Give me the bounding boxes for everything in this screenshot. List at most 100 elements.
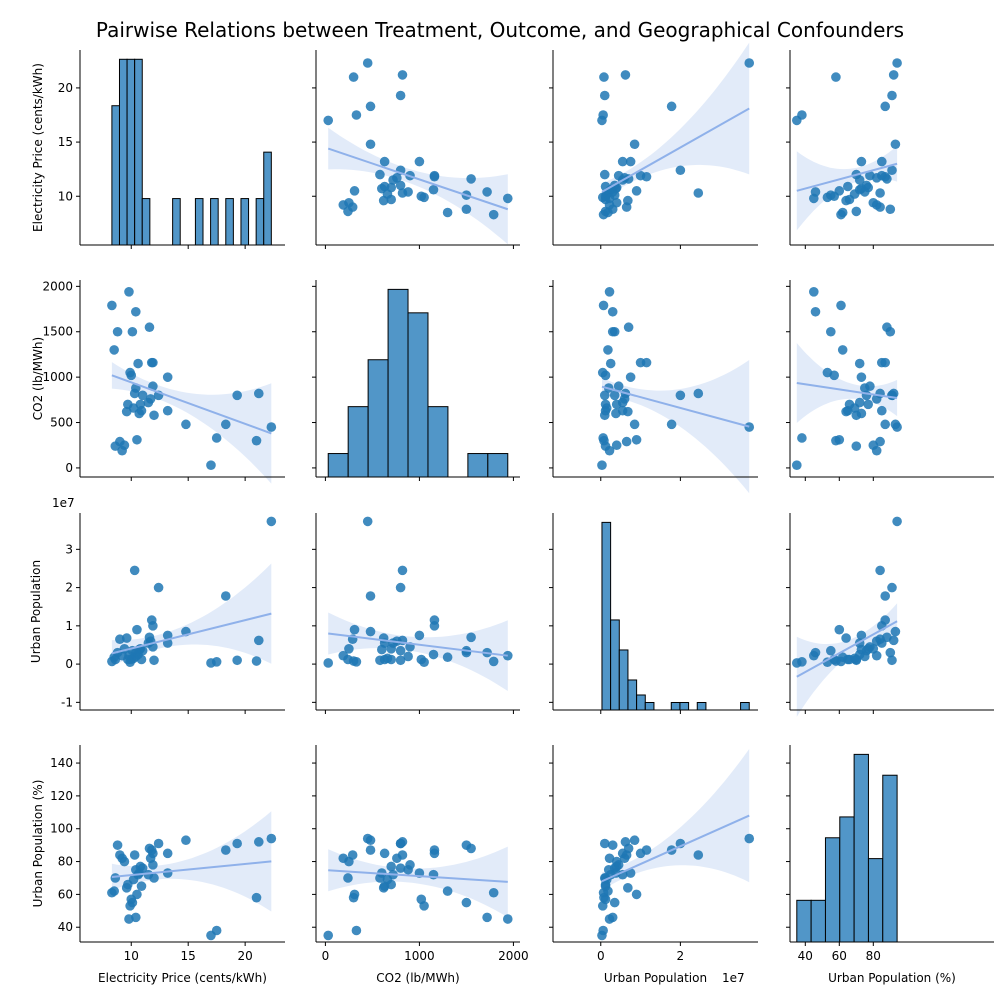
- scatter-point-urban_pct-co2-6: [792, 460, 802, 470]
- scatter-point-urban_pct-urban-7: [890, 626, 901, 637]
- hist-bar-urban-2: [618, 649, 629, 711]
- scatter-point-co2-urban_pct-35: [338, 853, 349, 864]
- hist-bar-urban-3: [627, 679, 638, 711]
- panel-r1-c2: [549, 280, 758, 494]
- scatter-point-urban-co2-38: [600, 441, 611, 451]
- confidence-band-price-urban_pct: [111, 811, 272, 912]
- scatter-point-urban-urban_pct-31: [604, 914, 615, 924]
- x-tick-label: 2: [677, 949, 685, 963]
- hist-bar-price-1: [118, 58, 128, 246]
- scatter-point-urban_pct-price-2: [831, 72, 841, 82]
- scatter-point-co2-urban_pct-38: [343, 873, 353, 883]
- scatter-point-co2-urban-13: [429, 615, 440, 625]
- scatter-point-co2-urban-8: [414, 630, 425, 641]
- scatter-point-co2-urban_pct-40: [488, 887, 499, 898]
- hist-bar-co2-1: [347, 406, 369, 478]
- scatter-point-co2-urban_pct-28: [461, 897, 472, 908]
- scatter-point-urban_pct-co2-39: [837, 345, 848, 355]
- scatter-point-urban-price-26: [693, 188, 704, 198]
- scatter-point-co2-price-31: [502, 193, 513, 204]
- scatter-point-price-urban_pct-1: [254, 837, 264, 847]
- confidence-band-price-co2: [111, 362, 272, 484]
- scatter-point-urban_pct-price-40: [836, 209, 846, 220]
- scatter-point-urban-price-2: [599, 72, 609, 82]
- confidence-band-urban-co2: [602, 360, 750, 494]
- y-tick: 120: [50, 789, 80, 803]
- scatter-point-co2-urban-32: [386, 654, 397, 665]
- scatter-point-co2-urban_pct-4: [365, 845, 376, 855]
- x-tick: 10: [124, 942, 139, 963]
- scatter-point-urban_pct-co2-21: [856, 408, 867, 419]
- scatter-point-urban_pct-urban-4: [880, 591, 890, 601]
- x-axis-label-urban: Urban Population: [604, 971, 707, 985]
- scatter-point-price-urban_pct-19: [136, 881, 147, 891]
- scatter-point-urban-price-3: [599, 90, 610, 101]
- scatter-point-co2-urban-34: [344, 643, 354, 654]
- scatter-point-urban_pct-urban-8: [856, 630, 867, 641]
- scatter-point-urban-urban_pct-0: [744, 833, 755, 844]
- scatter-point-price-urban_pct-33: [121, 883, 132, 893]
- regression-line-price-urban_pct: [111, 860, 272, 878]
- scatter-point-price-urban-36: [115, 634, 125, 645]
- scatter-point-urban-urban_pct-34: [611, 856, 622, 867]
- panel-r0-c3: [786, 50, 994, 249]
- scatter-point-co2-urban-21: [377, 644, 387, 655]
- scatter-point-price-urban_pct-31: [124, 914, 134, 924]
- x-tick: 0: [597, 942, 605, 963]
- scatter-point-co2-price-4: [365, 101, 376, 112]
- scatter-point-urban-co2-37: [607, 326, 618, 337]
- scatter-point-urban_pct-urban-37: [885, 647, 896, 658]
- y-tick: 3: [65, 542, 80, 556]
- x-tick-label: 10: [124, 949, 139, 963]
- scatter-point-co2-price-3: [395, 90, 406, 101]
- confidence-band-co2-price: [328, 127, 508, 245]
- scatter-point-co2-urban_pct-36: [347, 850, 358, 860]
- hist-bar-urban_pct-2: [824, 837, 841, 943]
- scatter-point-co2-price-26: [397, 188, 408, 198]
- scatter-point-urban_pct-urban-38: [851, 654, 862, 665]
- scatter-point-urban-urban_pct-35: [604, 853, 615, 864]
- scatter-point-co2-urban-20: [386, 643, 397, 654]
- scatter-point-price-urban-3: [232, 655, 242, 666]
- scatter-point-price-urban_pct-24: [131, 864, 141, 875]
- y-tick-label: 100: [50, 822, 73, 836]
- scatter-point-price-urban-26: [129, 565, 140, 576]
- scatter-point-urban-co2-39: [603, 345, 613, 355]
- scatter-point-price-urban-23: [132, 624, 142, 635]
- x-axis-label-urban_pct: Urban Population (%): [828, 971, 956, 985]
- x-tick: 80: [866, 942, 881, 963]
- hist-bar-co2-4: [407, 312, 429, 478]
- scatter-point-urban_pct-price-31: [809, 193, 819, 204]
- scatter-point-urban-co2-32: [600, 399, 611, 410]
- scatter-point-urban-urban_pct-26: [693, 850, 704, 860]
- hist-bar-price-11: [194, 198, 204, 246]
- x-tick: 1000: [404, 942, 435, 963]
- x-tick-label: 1000: [404, 949, 435, 963]
- scatter-point-urban-co2-23: [631, 434, 642, 445]
- y-axis-label-co2: CO2 (lb/MWh): [31, 337, 45, 420]
- panel-r3-c0: 10 15 20 40 60 80 100 120 140: [50, 745, 285, 963]
- x-tick-label: 80: [866, 949, 881, 963]
- scatter-point-price-co2-33: [121, 406, 132, 417]
- scatter-point-urban_pct-price-3: [887, 90, 897, 101]
- scatter-point-price-co2-9: [162, 405, 173, 416]
- scatter-point-co2-price-8: [414, 156, 425, 167]
- y-tick: 0: [65, 461, 80, 475]
- scatter-point-urban_pct-urban-31: [809, 650, 819, 661]
- scatter-point-price-co2-37: [112, 326, 123, 337]
- scatter-point-urban_pct-price-1: [888, 70, 899, 80]
- scatter-point-co2-urban-18: [395, 645, 406, 656]
- scatter-point-urban_pct-co2-37: [885, 326, 896, 337]
- scatter-point-urban-price-1: [620, 70, 631, 80]
- scatter-point-price-urban_pct-15: [145, 853, 156, 864]
- scatter-point-co2-price-5: [351, 110, 362, 120]
- hist-bar-urban-9: [679, 701, 690, 711]
- scatter-point-urban_pct-price-9: [877, 156, 887, 167]
- scatter-point-urban-co2-20: [611, 399, 622, 410]
- scatter-point-urban-co2-25: [607, 306, 618, 317]
- scatter-point-urban_pct-urban-24: [860, 651, 870, 662]
- scatter-point-co2-urban-10: [395, 582, 406, 593]
- scatter-point-price-co2-25: [131, 306, 141, 317]
- scatter-point-price-co2-35: [117, 445, 127, 456]
